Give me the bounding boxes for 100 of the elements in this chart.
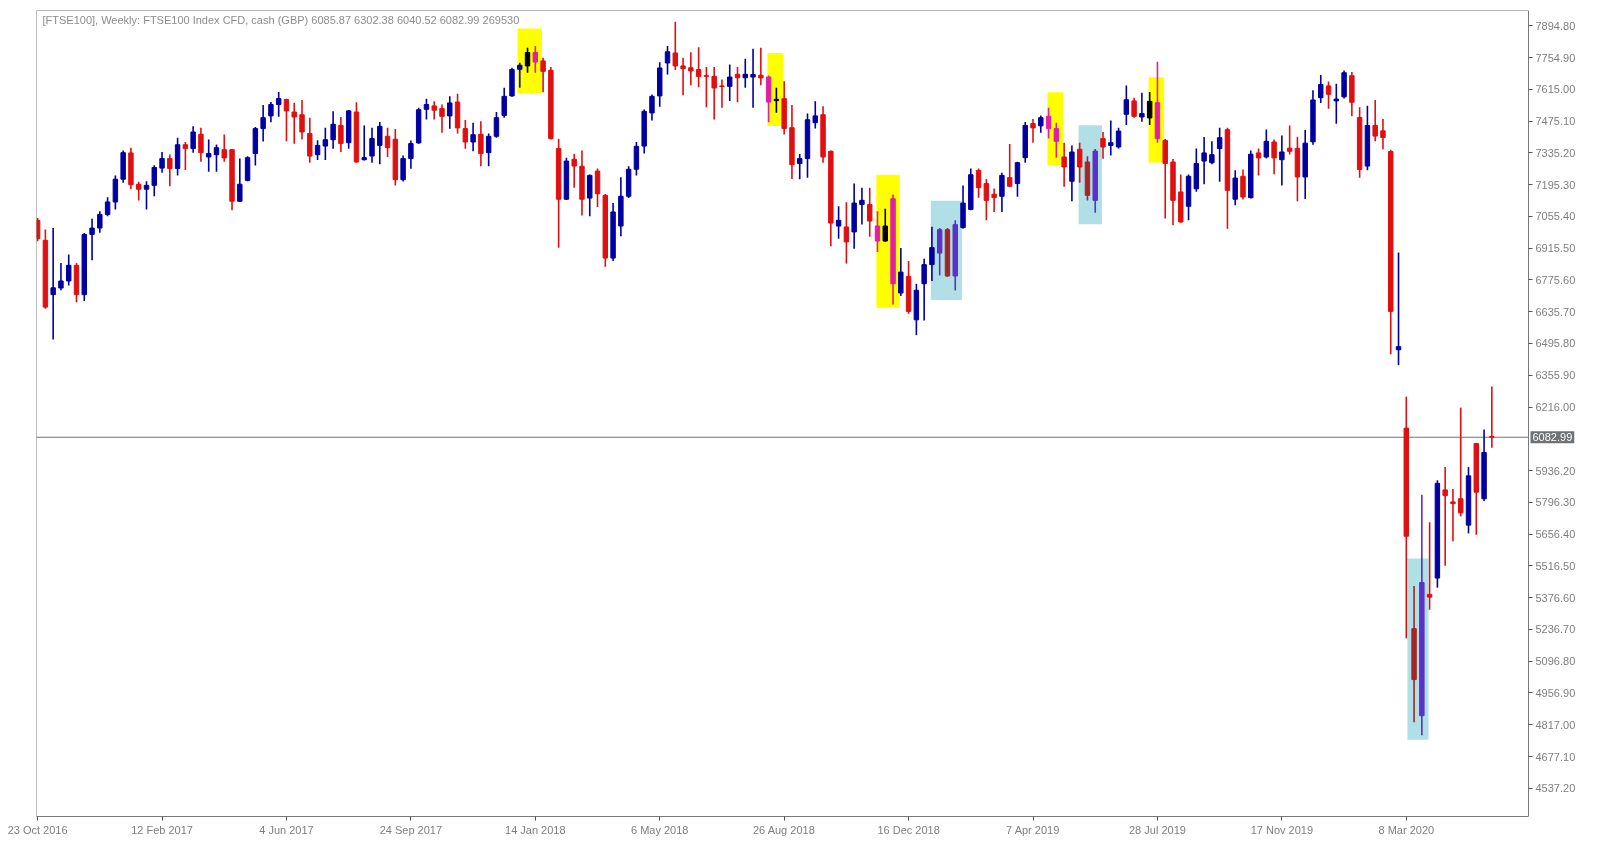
candlestick <box>268 101 274 123</box>
candlestick <box>1139 92 1145 122</box>
candlestick <box>1458 407 1464 517</box>
y-tick-label: 6775.60 <box>1535 273 1576 286</box>
candlestick <box>866 187 873 237</box>
x-tick-label: 8 Mar 2020 <box>1378 823 1435 836</box>
x-tick-label: 26 Aug 2018 <box>752 823 815 836</box>
candlestick <box>384 127 391 157</box>
candlestick <box>338 116 344 153</box>
candlestick <box>1395 252 1402 366</box>
x-tick-label: 7 Apr 2019 <box>1006 823 1060 836</box>
candlestick <box>1232 170 1238 206</box>
candlestick <box>812 101 818 129</box>
candlestick <box>167 154 173 187</box>
candlestick <box>727 64 733 102</box>
candlestick <box>1053 122 1060 158</box>
candlestick <box>66 254 72 286</box>
candlestick <box>1100 131 1106 159</box>
y-tick-label: 6355.90 <box>1535 369 1576 382</box>
candlestick <box>1006 143 1013 188</box>
candlestick <box>237 158 243 203</box>
candlestick <box>975 168 982 198</box>
y-tick-label: 7754.90 <box>1535 51 1576 64</box>
x-tick-label: 12 Feb 2017 <box>131 823 193 836</box>
y-tick-label: 5236.70 <box>1535 623 1576 636</box>
candlestick <box>695 47 702 88</box>
candlestick <box>58 262 64 291</box>
candlestick <box>159 152 165 173</box>
candlestick <box>322 127 329 161</box>
candlestick <box>835 206 842 239</box>
candlestick <box>703 66 710 108</box>
candlestick <box>532 46 539 73</box>
candlestick <box>361 125 367 161</box>
candlestick <box>447 96 453 129</box>
candlestick <box>587 174 593 217</box>
candlestick <box>291 102 297 144</box>
candlestick <box>485 133 492 167</box>
y-tick-label: 6495.80 <box>1535 337 1576 350</box>
y-tick-label: 7335.20 <box>1535 146 1576 159</box>
candlestick <box>1426 522 1433 610</box>
candlestick <box>1450 489 1456 542</box>
candlestick <box>182 141 189 171</box>
candlestick <box>1209 141 1215 165</box>
candlestick <box>89 218 95 261</box>
y-tick-label: 5936.20 <box>1535 464 1576 477</box>
candlestick <box>112 175 119 210</box>
candlestick <box>742 58 749 88</box>
candlestick <box>1325 81 1332 109</box>
y-tick-label: 7055.40 <box>1535 210 1576 223</box>
candlestick <box>633 142 640 176</box>
candlestick <box>1380 118 1386 150</box>
candlestick <box>244 156 251 182</box>
candlestick <box>400 155 406 182</box>
candlestick <box>750 48 756 108</box>
y-tick-label: 6635.70 <box>1535 305 1576 318</box>
candlestick <box>1131 97 1137 118</box>
candlestick <box>283 98 290 142</box>
y-tick-label: 4817.00 <box>1535 718 1576 731</box>
x-tick-label: 6 May 2018 <box>631 823 689 836</box>
candlestick <box>369 127 375 163</box>
candlestick <box>991 188 997 213</box>
x-tick-label: 16 Dec 2018 <box>877 823 940 836</box>
candlestick <box>260 105 266 142</box>
candlestick <box>50 227 56 340</box>
candlestick <box>1318 74 1324 104</box>
candlestick <box>1286 125 1293 155</box>
candlestick <box>275 91 282 117</box>
candlestick <box>1255 148 1262 176</box>
candlestick <box>423 98 430 120</box>
candlestick <box>921 258 927 321</box>
candlestick <box>1162 138 1168 219</box>
candlestick <box>882 208 888 242</box>
candlestick <box>1372 100 1378 142</box>
candlestick <box>843 202 850 264</box>
candlestick <box>758 47 764 86</box>
candlestick <box>1076 142 1083 183</box>
candlestick <box>213 144 220 172</box>
candlestick <box>999 172 1005 213</box>
y-tick-label: 5516.50 <box>1535 559 1576 572</box>
candlestick <box>688 52 694 86</box>
candlestick <box>1030 118 1036 143</box>
x-tick-label: 17 Nov 2019 <box>1250 823 1314 836</box>
candlestick <box>859 187 865 225</box>
candlestick <box>719 79 725 108</box>
candlestick <box>711 66 717 120</box>
candlestick <box>151 165 157 197</box>
candlestick <box>797 153 803 180</box>
candlestick <box>540 57 546 93</box>
candlestick <box>929 226 935 282</box>
candlestick <box>1279 135 1285 186</box>
candlestick <box>1263 129 1270 159</box>
candlestick <box>1442 467 1448 566</box>
candlestick <box>936 227 943 276</box>
candlestick <box>672 21 679 71</box>
ref-line-label: 6082.99 <box>1532 431 1573 444</box>
x-tick-label: 28 Jul 2019 <box>1129 823 1186 836</box>
candlestick <box>983 178 990 221</box>
candlestick <box>143 181 150 210</box>
candlestick <box>649 94 655 121</box>
candlestick <box>1489 386 1495 448</box>
